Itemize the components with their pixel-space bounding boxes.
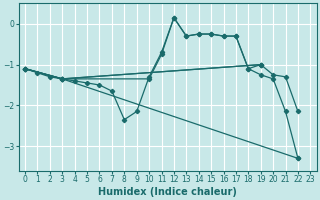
- X-axis label: Humidex (Indice chaleur): Humidex (Indice chaleur): [98, 187, 237, 197]
